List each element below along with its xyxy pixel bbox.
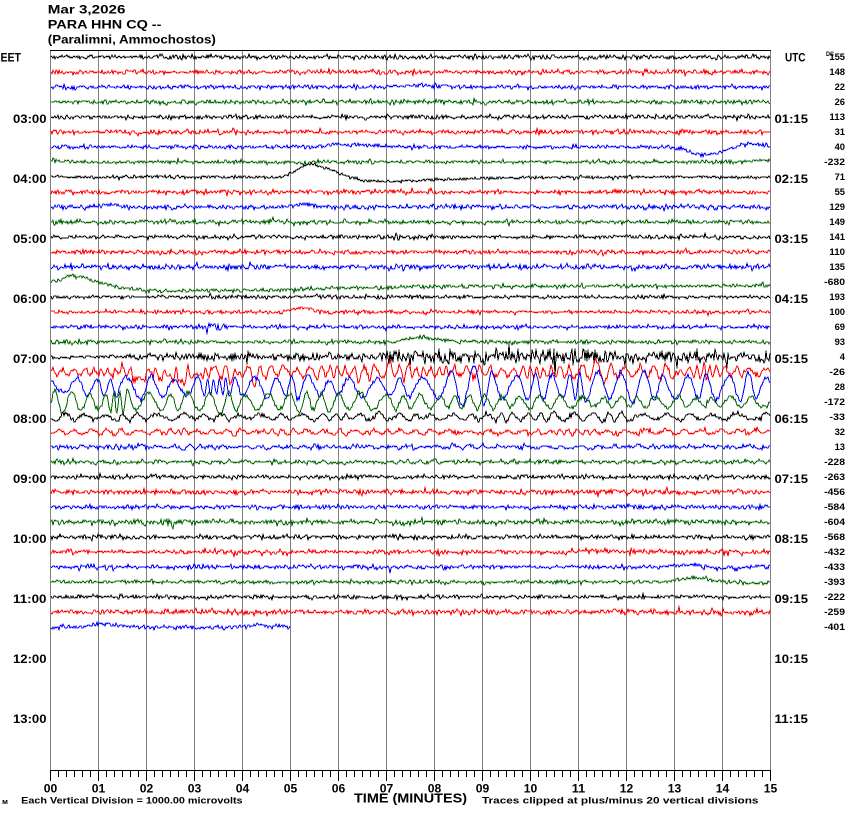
svg-text:08: 08 bbox=[428, 782, 442, 796]
svg-text:08:15: 08:15 bbox=[775, 532, 809, 546]
svg-text:26: 26 bbox=[835, 97, 845, 107]
svg-text:04: 04 bbox=[236, 782, 250, 796]
svg-text:05:00: 05:00 bbox=[13, 232, 47, 246]
svg-text:40: 40 bbox=[835, 142, 845, 152]
svg-text:02: 02 bbox=[140, 782, 154, 796]
svg-text:-456: -456 bbox=[824, 487, 845, 497]
svg-text:-228: -228 bbox=[824, 457, 845, 467]
svg-text:09: 09 bbox=[476, 782, 490, 796]
svg-text:-26: -26 bbox=[829, 367, 845, 377]
svg-text:07:15: 07:15 bbox=[775, 472, 809, 486]
svg-text:06:15: 06:15 bbox=[775, 412, 809, 426]
svg-text:13: 13 bbox=[668, 782, 682, 796]
svg-text:-568: -568 bbox=[824, 532, 845, 542]
svg-text:04:00: 04:00 bbox=[13, 172, 47, 186]
svg-text:Each Vertical Division = 1000.: Each Vertical Division = 1000.00 microvo… bbox=[21, 795, 242, 805]
svg-text:149: 149 bbox=[829, 217, 845, 227]
svg-text:03:15: 03:15 bbox=[775, 232, 809, 246]
svg-text:-172: -172 bbox=[824, 397, 845, 407]
svg-text:06: 06 bbox=[332, 782, 346, 796]
svg-text:09:15: 09:15 bbox=[775, 592, 809, 606]
svg-text:00: 00 bbox=[44, 782, 58, 796]
svg-text:-33: -33 bbox=[829, 412, 845, 422]
svg-text:Traces clipped at plus/minus 2: Traces clipped at plus/minus 20 vertical… bbox=[482, 795, 759, 805]
svg-text:10: 10 bbox=[524, 782, 538, 796]
svg-text:15: 15 bbox=[764, 782, 778, 796]
svg-text:11: 11 bbox=[572, 782, 586, 796]
svg-text:155: 155 bbox=[829, 52, 845, 62]
svg-text:Mar 3,2026: Mar 3,2026 bbox=[48, 2, 126, 16]
svg-text:13:00: 13:00 bbox=[13, 712, 47, 726]
svg-text:-604: -604 bbox=[824, 517, 845, 527]
svg-text:-222: -222 bbox=[824, 592, 845, 602]
svg-text:05:15: 05:15 bbox=[775, 352, 809, 366]
svg-text:03: 03 bbox=[188, 782, 202, 796]
svg-text:110: 110 bbox=[829, 247, 845, 257]
svg-text:12:00: 12:00 bbox=[13, 652, 47, 666]
svg-text:55: 55 bbox=[835, 187, 845, 197]
svg-text:-401: -401 bbox=[824, 622, 845, 632]
svg-text:135: 135 bbox=[829, 262, 845, 272]
svg-text:32: 32 bbox=[835, 427, 845, 437]
svg-text:100: 100 bbox=[829, 307, 845, 317]
svg-text:07: 07 bbox=[380, 782, 394, 796]
svg-text:12: 12 bbox=[620, 782, 634, 796]
svg-text:11:00: 11:00 bbox=[13, 592, 47, 606]
svg-text:09:00: 09:00 bbox=[13, 472, 47, 486]
svg-text:22: 22 bbox=[835, 82, 845, 92]
svg-text:UTC: UTC bbox=[785, 50, 806, 64]
svg-text:-433: -433 bbox=[824, 562, 845, 572]
svg-text:01:15: 01:15 bbox=[775, 112, 809, 126]
svg-text:02:15: 02:15 bbox=[775, 172, 809, 186]
svg-text:07:00: 07:00 bbox=[13, 352, 47, 366]
svg-text:4: 4 bbox=[840, 352, 845, 362]
svg-text:71: 71 bbox=[835, 172, 845, 182]
svg-text:193: 193 bbox=[829, 292, 845, 302]
svg-text:93: 93 bbox=[835, 337, 845, 347]
svg-text:10:15: 10:15 bbox=[775, 652, 809, 666]
svg-text:DC: DC bbox=[826, 51, 834, 58]
svg-text:31: 31 bbox=[835, 127, 845, 137]
svg-text:EET: EET bbox=[1, 50, 22, 64]
svg-text:(Paralimni, Ammochostos): (Paralimni, Ammochostos) bbox=[48, 32, 216, 46]
svg-text:113: 113 bbox=[829, 112, 845, 122]
svg-text:06:00: 06:00 bbox=[13, 292, 47, 306]
svg-text:-263: -263 bbox=[824, 472, 845, 482]
svg-text:-584: -584 bbox=[824, 502, 845, 512]
svg-text:PARA HHN CQ --: PARA HHN CQ -- bbox=[48, 17, 162, 31]
svg-text:28: 28 bbox=[835, 382, 845, 392]
svg-text:148: 148 bbox=[829, 67, 845, 77]
svg-text:08:00: 08:00 bbox=[13, 412, 47, 426]
svg-text:03:00: 03:00 bbox=[13, 112, 47, 126]
svg-text:м: м bbox=[2, 799, 8, 806]
svg-text:11:15: 11:15 bbox=[775, 712, 809, 726]
svg-text:-232: -232 bbox=[824, 157, 845, 167]
svg-text:14: 14 bbox=[716, 782, 730, 796]
svg-text:129: 129 bbox=[829, 202, 845, 212]
svg-text:04:15: 04:15 bbox=[775, 292, 809, 306]
svg-text:-393: -393 bbox=[824, 577, 845, 587]
svg-text:141: 141 bbox=[829, 232, 845, 242]
svg-text:01: 01 bbox=[92, 782, 106, 796]
svg-text:10:00: 10:00 bbox=[13, 532, 47, 546]
svg-text:-680: -680 bbox=[824, 277, 845, 287]
svg-text:TIME (MINUTES): TIME (MINUTES) bbox=[354, 791, 467, 806]
svg-text:-259: -259 bbox=[824, 607, 845, 617]
svg-text:-432: -432 bbox=[824, 547, 845, 557]
svg-text:69: 69 bbox=[835, 322, 845, 332]
svg-text:13: 13 bbox=[835, 442, 845, 452]
svg-text:05: 05 bbox=[284, 782, 298, 796]
